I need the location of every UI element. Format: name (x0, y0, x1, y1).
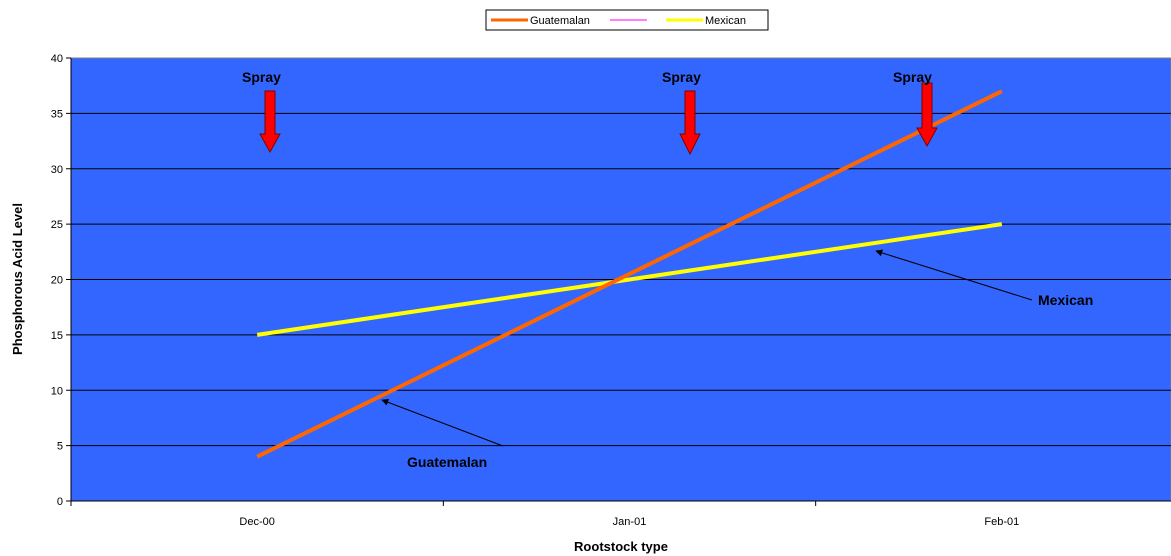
spray-arrows (259, 82, 938, 156)
y-tick-label: 0 (57, 496, 63, 508)
x-tick-label: Dec-00 (239, 516, 274, 528)
y-axis-title: Phosphorous Acid Level (10, 203, 25, 355)
y-tick-label: 40 (51, 53, 63, 65)
spray-arrow-2 (679, 90, 701, 156)
y-tick-label: 25 (51, 219, 63, 231)
annotations: Spray Spray Spray Mexican Guatemalan (242, 69, 1093, 470)
legend-label-guatemalan: Guatemalan (530, 15, 590, 27)
y-tick-label: 20 (51, 275, 63, 287)
annotation-spray-1: Spray (242, 69, 281, 85)
annotation-guatemalan: Guatemalan (407, 454, 487, 470)
annotation-mexican-arrow (875, 249, 1033, 301)
y-tick-label: 35 (51, 108, 63, 120)
annotation-guatemalan-arrow (381, 398, 504, 447)
y-tick-label: 5 (57, 441, 63, 453)
annotation-spray-2: Spray (662, 69, 701, 85)
x-axis: Dec-00 Jan-01 Feb-01 (70, 500, 1171, 528)
spray-arrow-3 (916, 82, 938, 148)
annotation-spray-3: Spray (893, 69, 932, 85)
x-tick-label: Feb-01 (984, 516, 1019, 528)
y-axis: 0 5 10 15 20 25 30 35 40 (51, 53, 72, 508)
series-line-mexican (256, 222, 1003, 337)
y-tick-label: 30 (51, 164, 63, 176)
legend-label-mexican: Mexican (705, 15, 746, 27)
series-layer (256, 89, 1003, 459)
y-tick-label: 10 (51, 385, 63, 397)
spray-arrow-1 (259, 90, 281, 154)
legend: Guatemalan Mexican (485, 9, 769, 31)
y-tick-label: 15 (51, 330, 63, 342)
x-axis-title: Rootstock type (574, 539, 668, 554)
annotation-mexican: Mexican (1038, 292, 1093, 308)
series-line-guatemalan (256, 89, 1003, 459)
x-tick-label: Jan-01 (613, 516, 647, 528)
